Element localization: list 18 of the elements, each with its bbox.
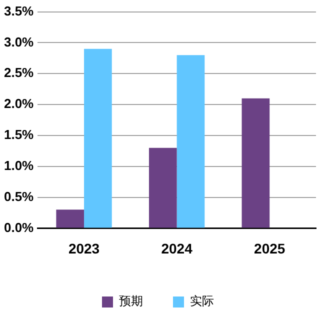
y-tick-label: 3.5% xyxy=(4,3,34,18)
legend-label: 实际 xyxy=(190,294,214,308)
bar xyxy=(148,148,177,228)
y-tick-label: 2.0% xyxy=(4,96,34,112)
bar xyxy=(242,98,270,228)
x-tick-label: 2024 xyxy=(161,240,193,256)
legend-label: 预期 xyxy=(119,294,143,308)
y-tick-label: 3.0% xyxy=(4,34,34,50)
y-tick-label: 1.0% xyxy=(4,158,34,173)
x-tick-label: 2023 xyxy=(68,240,100,256)
y-tick-label: 1.5% xyxy=(4,127,34,142)
x-tick-label: 2025 xyxy=(254,240,286,256)
bar xyxy=(176,55,205,228)
bar xyxy=(84,48,112,228)
bar xyxy=(56,210,84,228)
y-tick-label: 0.0% xyxy=(4,220,34,235)
y-tick-label: 0.5% xyxy=(4,188,34,204)
y-tick-label: 2.5% xyxy=(4,65,34,80)
